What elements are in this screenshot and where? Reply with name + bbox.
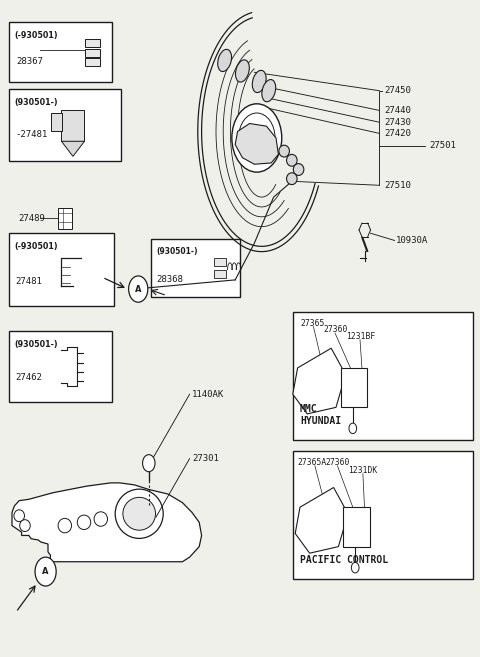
- Text: 27420: 27420: [384, 129, 411, 138]
- Bar: [85, 49, 100, 57]
- Bar: [9, 331, 112, 402]
- Polygon shape: [293, 348, 346, 414]
- Text: (930501-): (930501-): [14, 98, 58, 107]
- Circle shape: [349, 423, 357, 434]
- Bar: [61, 110, 84, 141]
- Text: 27365A: 27365A: [298, 458, 327, 467]
- Bar: [51, 113, 62, 131]
- Bar: [343, 507, 370, 547]
- Text: (930501-): (930501-): [14, 340, 58, 350]
- Text: (-930501): (-930501): [14, 242, 58, 252]
- Polygon shape: [12, 483, 202, 562]
- Ellipse shape: [115, 489, 163, 539]
- Text: 27360: 27360: [323, 325, 348, 334]
- Text: (930501-): (930501-): [156, 247, 197, 256]
- Text: 27489: 27489: [18, 214, 45, 223]
- Bar: [9, 233, 114, 306]
- Ellipse shape: [236, 60, 249, 82]
- Ellipse shape: [279, 145, 289, 157]
- Ellipse shape: [77, 515, 91, 530]
- Circle shape: [129, 276, 148, 302]
- Bar: [85, 39, 100, 47]
- Circle shape: [143, 455, 155, 472]
- Ellipse shape: [287, 173, 297, 185]
- Ellipse shape: [262, 79, 276, 102]
- Text: -27481: -27481: [15, 129, 48, 139]
- Ellipse shape: [293, 164, 304, 175]
- Bar: [9, 89, 121, 161]
- Text: 27450: 27450: [384, 86, 411, 95]
- Text: 28368: 28368: [156, 275, 183, 284]
- Polygon shape: [235, 124, 278, 164]
- Ellipse shape: [252, 70, 266, 93]
- Circle shape: [351, 562, 359, 573]
- Ellipse shape: [58, 518, 72, 533]
- Text: 27365: 27365: [300, 319, 324, 328]
- Bar: [341, 368, 367, 407]
- Circle shape: [232, 104, 282, 172]
- Ellipse shape: [20, 520, 30, 532]
- Text: 27301: 27301: [192, 454, 219, 463]
- Text: 27430: 27430: [384, 118, 411, 127]
- Ellipse shape: [218, 49, 231, 72]
- Bar: [293, 312, 473, 440]
- Bar: [9, 22, 112, 82]
- Text: PACIFIC CONTROL: PACIFIC CONTROL: [300, 555, 388, 565]
- Text: 27360: 27360: [325, 458, 350, 467]
- Text: A: A: [42, 567, 49, 576]
- Text: 27440: 27440: [384, 106, 411, 115]
- Ellipse shape: [94, 512, 108, 526]
- Text: 1231DK: 1231DK: [348, 466, 378, 475]
- Ellipse shape: [123, 497, 156, 530]
- Text: 27481: 27481: [15, 277, 42, 286]
- Text: 10930A: 10930A: [396, 236, 428, 245]
- Bar: [151, 239, 240, 297]
- Text: 27510: 27510: [384, 181, 411, 190]
- Bar: [85, 58, 100, 66]
- Text: 27501: 27501: [430, 141, 456, 150]
- Bar: [214, 270, 226, 278]
- Polygon shape: [61, 141, 84, 156]
- Bar: [214, 258, 226, 266]
- Text: (-930501): (-930501): [14, 31, 58, 40]
- Text: 28367: 28367: [17, 57, 44, 66]
- Circle shape: [239, 113, 275, 163]
- Text: A: A: [135, 284, 142, 294]
- Bar: [58, 208, 72, 229]
- Text: 1140AK: 1140AK: [192, 390, 224, 399]
- Polygon shape: [295, 487, 348, 553]
- Bar: [293, 451, 473, 579]
- Text: 27462: 27462: [15, 373, 42, 382]
- Ellipse shape: [287, 154, 297, 166]
- Circle shape: [35, 557, 56, 586]
- Text: 1231BF: 1231BF: [346, 332, 375, 341]
- Ellipse shape: [14, 510, 24, 522]
- Text: MMC
HYUNDAI: MMC HYUNDAI: [300, 404, 341, 426]
